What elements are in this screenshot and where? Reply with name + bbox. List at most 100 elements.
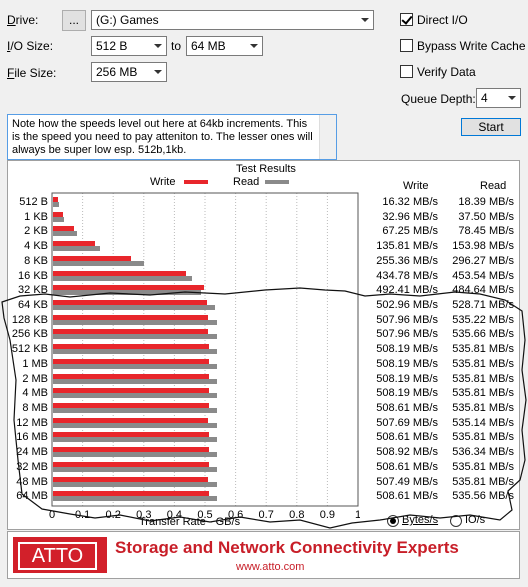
results-title: Test Results xyxy=(236,163,296,175)
write-value: 508.19 MB/s xyxy=(376,372,438,385)
atto-logo: ATTO xyxy=(13,537,107,573)
write-value: 508.61 MB/s xyxy=(376,490,438,503)
file-size-value: 256 MB xyxy=(96,65,138,79)
col-header-read: Read xyxy=(480,180,507,192)
read-value: 535.81 MB/s xyxy=(452,402,514,414)
write-value: 508.19 MB/s xyxy=(376,343,438,356)
results-panel: Test Results Write Read Write Read 0 0.1 0… xyxy=(7,160,520,530)
read-bar xyxy=(53,202,59,207)
verify-data-checkbox[interactable] xyxy=(400,65,413,78)
x-tick-label: 0 xyxy=(49,509,55,521)
read-value: 78.45 MB/s xyxy=(458,225,514,238)
read-bar xyxy=(53,393,217,399)
write-bar xyxy=(53,197,58,202)
io-size-from-select[interactable]: 512 B xyxy=(91,36,167,56)
io-per-sec-radio[interactable] xyxy=(450,515,462,527)
bypass-write-cache-checkbox[interactable] xyxy=(400,39,413,52)
y-tick-label: 512 B xyxy=(19,196,48,208)
write-bar xyxy=(53,255,132,261)
read-value: 535.81 MB/s xyxy=(452,357,514,370)
read-value: 535.81 MB/s xyxy=(452,431,514,444)
chevron-down-icon xyxy=(150,63,166,81)
chevron-down-icon xyxy=(246,37,262,55)
legend-read-label: Read xyxy=(233,176,260,188)
read-value: 37.50 MB/s xyxy=(458,210,514,223)
write-bar xyxy=(53,211,64,217)
y-tick-label: 4 KB xyxy=(24,240,48,253)
read-bar xyxy=(53,319,217,325)
x-axis-label: Transfer Rate - GB/s xyxy=(139,516,241,528)
queue-depth-select[interactable]: 4 xyxy=(476,88,521,108)
direct-io-label: Direct I/O xyxy=(417,13,468,27)
read-bar xyxy=(53,466,217,472)
read-bar xyxy=(53,334,217,340)
io-to-value: 64 MB xyxy=(191,39,226,53)
io-size-to-select[interactable]: 64 MB xyxy=(186,36,263,56)
write-value: 67.25 MB/s xyxy=(382,225,438,238)
y-tick-label: 8 MB xyxy=(22,402,48,414)
read-value: 153.98 MB/s xyxy=(452,240,514,253)
write-value: 434.78 MB/s xyxy=(376,269,438,282)
x-tick-label: 0.9 xyxy=(320,509,335,521)
queue-depth-label: Queue Depth: xyxy=(401,92,476,106)
legend-read-swatch xyxy=(265,180,289,184)
queue-depth-value: 4 xyxy=(481,91,488,105)
bytes-per-sec-label: Bytes/s xyxy=(402,514,439,526)
read-bar xyxy=(53,290,202,296)
read-bar xyxy=(53,260,144,266)
legend-write-label: Write xyxy=(150,176,176,188)
textarea-scrollbar[interactable] xyxy=(319,115,336,159)
write-bar xyxy=(53,226,74,232)
read-bar xyxy=(53,437,217,443)
read-value: 535.81 MB/s xyxy=(452,460,514,473)
write-value: 135.81 MB/s xyxy=(376,240,438,253)
write-value: 507.96 MB/s xyxy=(376,313,438,326)
description-textarea[interactable]: Note how the speeds level out here at 64… xyxy=(7,114,337,160)
read-value: 535.81 MB/s xyxy=(452,387,514,400)
write-value: 16.32 MB/s xyxy=(382,196,438,208)
chevron-down-icon xyxy=(150,37,166,55)
y-tick-label: 48 MB xyxy=(16,475,48,488)
x-tick-label: 0.1 xyxy=(75,509,90,521)
start-button[interactable]: Start xyxy=(461,118,521,136)
read-bar xyxy=(53,349,217,355)
read-bar xyxy=(53,231,77,237)
read-bar xyxy=(53,305,215,310)
read-bar xyxy=(53,275,192,281)
y-tick-label: 64 KB xyxy=(18,299,48,311)
chevron-down-icon xyxy=(357,11,373,29)
read-bar xyxy=(53,452,218,458)
read-value: 18.39 MB/s xyxy=(458,196,514,208)
write-bar xyxy=(53,241,95,247)
direct-io-checkbox[interactable] xyxy=(400,13,413,26)
bytes-per-sec-radio[interactable] xyxy=(387,515,399,527)
read-value: 528.71 MB/s xyxy=(452,299,514,311)
io-to-label: to xyxy=(171,39,182,53)
write-value: 508.19 MB/s xyxy=(376,357,438,370)
read-bar xyxy=(53,378,217,384)
x-tick-label: 0.2 xyxy=(106,509,121,521)
col-header-write: Write xyxy=(403,180,429,192)
read-bar xyxy=(53,408,217,413)
write-value: 508.19 MB/s xyxy=(376,387,438,400)
read-bar xyxy=(53,246,101,252)
drive-value: (G:) Games xyxy=(96,13,159,27)
x-tick-label: 0.8 xyxy=(289,509,304,521)
read-bar xyxy=(53,496,217,502)
file-size-label: File Size: xyxy=(7,66,57,80)
banner-url[interactable]: www.atto.com xyxy=(236,561,305,573)
write-value: 507.96 MB/s xyxy=(376,328,438,341)
write-value: 255.36 MB/s xyxy=(376,254,438,267)
write-value: 502.96 MB/s xyxy=(376,299,438,311)
y-tick-label: 16 KB xyxy=(18,269,48,282)
y-tick-label: 128 KB xyxy=(11,313,48,326)
drive-select[interactable]: (G:) Games xyxy=(91,10,374,30)
file-size-select[interactable]: 256 MB xyxy=(91,62,167,82)
y-tick-label: 12 MB xyxy=(16,416,48,429)
browse-button[interactable]: ... xyxy=(62,10,86,31)
read-value: 535.14 MB/s xyxy=(452,416,514,429)
y-tick-label: 16 MB xyxy=(16,431,48,444)
y-tick-label: 256 KB xyxy=(11,328,48,341)
read-value: 535.22 MB/s xyxy=(452,313,514,326)
bypass-write-cache-label: Bypass Write Cache xyxy=(417,39,526,53)
